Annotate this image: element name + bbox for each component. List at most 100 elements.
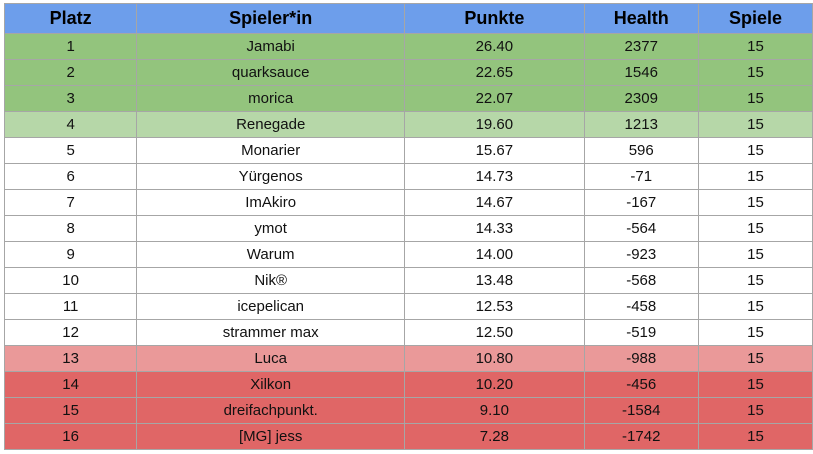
cell-spieler: Warum xyxy=(136,241,406,268)
cell-spieler: [MG] jess xyxy=(136,423,406,450)
cell-platz: 11 xyxy=(3,293,138,320)
cell-spiele: 15 xyxy=(697,241,813,268)
cell-punkte: 13.48 xyxy=(404,267,585,294)
cell-health: -1742 xyxy=(583,423,699,450)
cell-spieler: Nik® xyxy=(136,267,406,294)
cell-spiele: 15 xyxy=(697,371,813,398)
cell-spieler: Luca xyxy=(136,345,406,372)
cell-health: -456 xyxy=(583,371,699,398)
cell-punkte: 22.65 xyxy=(404,59,585,86)
cell-platz: 3 xyxy=(3,85,138,112)
cell-health: 1213 xyxy=(583,111,699,138)
table-row: 12 strammer max 12.50 -519 15 xyxy=(3,319,813,346)
cell-platz: 9 xyxy=(3,241,138,268)
cell-platz: 2 xyxy=(3,59,138,86)
table-row: 6 Yürgenos 14.73 -71 15 xyxy=(3,163,813,190)
cell-health: 2309 xyxy=(583,85,699,112)
cell-punkte: 7.28 xyxy=(404,423,585,450)
header-row: Platz Spieler*in Punkte Health Spiele xyxy=(3,3,813,34)
table-header: Platz Spieler*in Punkte Health Spiele xyxy=(3,3,813,34)
cell-spieler: quarksauce xyxy=(136,59,406,86)
cell-spiele: 15 xyxy=(697,59,813,86)
header-spieler: Spieler*in xyxy=(136,3,406,34)
table-row: 15 dreifachpunkt. 9.10 -1584 15 xyxy=(3,397,813,424)
cell-spiele: 15 xyxy=(697,85,813,112)
table-row: 16 [MG] jess 7.28 -1742 15 xyxy=(3,423,813,450)
cell-punkte: 12.53 xyxy=(404,293,585,320)
cell-health: -167 xyxy=(583,189,699,216)
cell-platz: 1 xyxy=(3,33,138,60)
header-spiele: Spiele xyxy=(697,3,813,34)
table-row: 5 Monarier 15.67 596 15 xyxy=(3,137,813,164)
cell-spiele: 15 xyxy=(697,189,813,216)
cell-spiele: 15 xyxy=(697,163,813,190)
cell-platz: 10 xyxy=(3,267,138,294)
cell-health: 1546 xyxy=(583,59,699,86)
cell-spiele: 15 xyxy=(697,319,813,346)
cell-spieler: icepelican xyxy=(136,293,406,320)
cell-health: -568 xyxy=(583,267,699,294)
cell-spiele: 15 xyxy=(697,137,813,164)
cell-punkte: 10.20 xyxy=(404,371,585,398)
table-row: 11 icepelican 12.53 -458 15 xyxy=(3,293,813,320)
cell-platz: 8 xyxy=(3,215,138,242)
cell-health: -458 xyxy=(583,293,699,320)
cell-platz: 7 xyxy=(3,189,138,216)
cell-punkte: 9.10 xyxy=(404,397,585,424)
cell-spieler: strammer max xyxy=(136,319,406,346)
cell-spieler: Monarier xyxy=(136,137,406,164)
cell-spieler: Yürgenos xyxy=(136,163,406,190)
table-row: 13 Luca 10.80 -988 15 xyxy=(3,345,813,372)
cell-spieler: ImAkiro xyxy=(136,189,406,216)
cell-platz: 13 xyxy=(3,345,138,372)
cell-punkte: 12.50 xyxy=(404,319,585,346)
cell-health: -988 xyxy=(583,345,699,372)
cell-punkte: 15.67 xyxy=(404,137,585,164)
table-row: 4 Renegade 19.60 1213 15 xyxy=(3,111,813,138)
cell-spiele: 15 xyxy=(697,267,813,294)
cell-health: 596 xyxy=(583,137,699,164)
cell-platz: 14 xyxy=(3,371,138,398)
cell-platz: 15 xyxy=(3,397,138,424)
table-row: 10 Nik® 13.48 -568 15 xyxy=(3,267,813,294)
table-row: 1 Jamabi 26.40 2377 15 xyxy=(3,33,813,60)
cell-platz: 16 xyxy=(3,423,138,450)
cell-health: -1584 xyxy=(583,397,699,424)
table-body: 1 Jamabi 26.40 2377 15 2 quarksauce 22.65 1546 15… xyxy=(3,33,813,450)
cell-spiele: 15 xyxy=(697,293,813,320)
cell-spieler: ymot xyxy=(136,215,406,242)
cell-spieler: Renegade xyxy=(136,111,406,138)
cell-platz: 4 xyxy=(3,111,138,138)
cell-spiele: 15 xyxy=(697,397,813,424)
cell-punkte: 14.73 xyxy=(404,163,585,190)
header-platz: Platz xyxy=(3,3,138,34)
cell-punkte: 10.80 xyxy=(404,345,585,372)
cell-spieler: dreifachpunkt. xyxy=(136,397,406,424)
cell-spiele: 15 xyxy=(697,33,813,60)
cell-platz: 12 xyxy=(3,319,138,346)
cell-health: -71 xyxy=(583,163,699,190)
cell-spiele: 15 xyxy=(697,423,813,450)
cell-spiele: 15 xyxy=(697,345,813,372)
cell-spieler: Jamabi xyxy=(136,33,406,60)
cell-spieler: Xilkon xyxy=(136,371,406,398)
cell-health: -519 xyxy=(583,319,699,346)
table-row: 2 quarksauce 22.65 1546 15 xyxy=(3,59,813,86)
cell-health: -564 xyxy=(583,215,699,242)
cell-spiele: 15 xyxy=(697,215,813,242)
table-row: 7 ImAkiro 14.67 -167 15 xyxy=(3,189,813,216)
cell-spiele: 15 xyxy=(697,111,813,138)
cell-spieler: morica xyxy=(136,85,406,112)
table-row: 14 Xilkon 10.20 -456 15 xyxy=(3,371,813,398)
header-punkte: Punkte xyxy=(404,3,585,34)
table-row: 3 morica 22.07 2309 15 xyxy=(3,85,813,112)
cell-punkte: 26.40 xyxy=(404,33,585,60)
cell-health: -923 xyxy=(583,241,699,268)
cell-platz: 5 xyxy=(3,137,138,164)
cell-punkte: 14.00 xyxy=(404,241,585,268)
cell-punkte: 19.60 xyxy=(404,111,585,138)
table-row: 8 ymot 14.33 -564 15 xyxy=(3,215,813,242)
table-row: 9 Warum 14.00 -923 15 xyxy=(3,241,813,268)
cell-punkte: 22.07 xyxy=(404,85,585,112)
